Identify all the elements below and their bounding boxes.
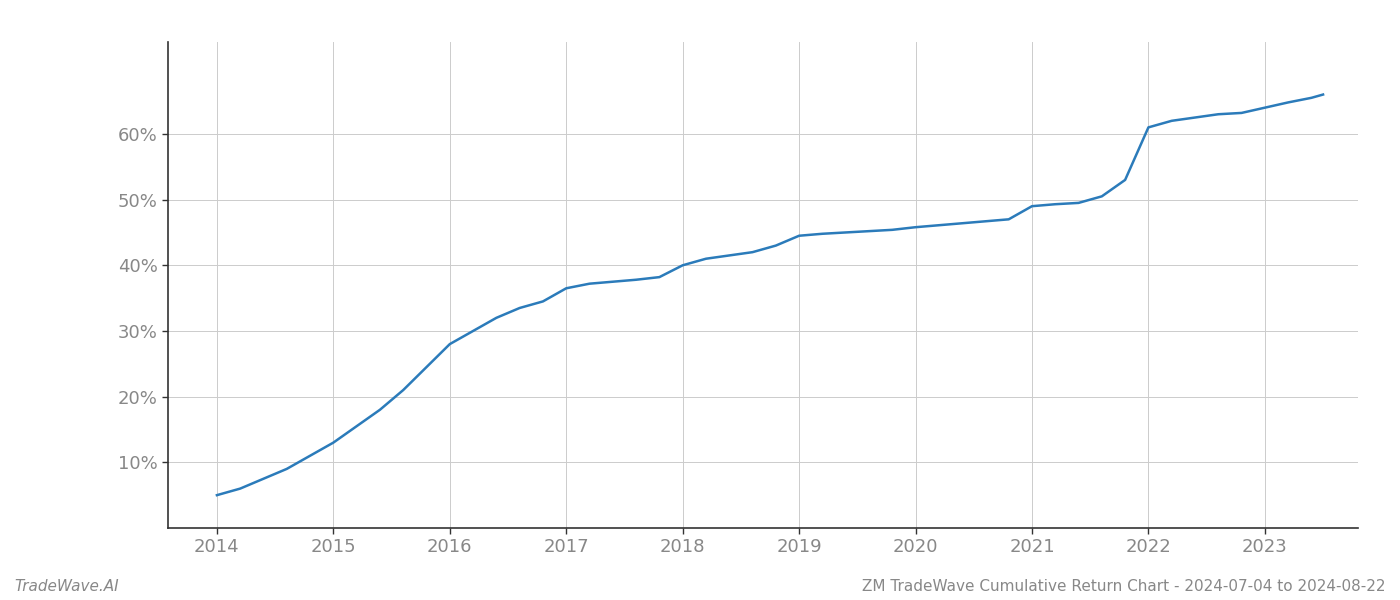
Text: TradeWave.AI: TradeWave.AI (14, 579, 119, 594)
Text: ZM TradeWave Cumulative Return Chart - 2024-07-04 to 2024-08-22: ZM TradeWave Cumulative Return Chart - 2… (862, 579, 1386, 594)
